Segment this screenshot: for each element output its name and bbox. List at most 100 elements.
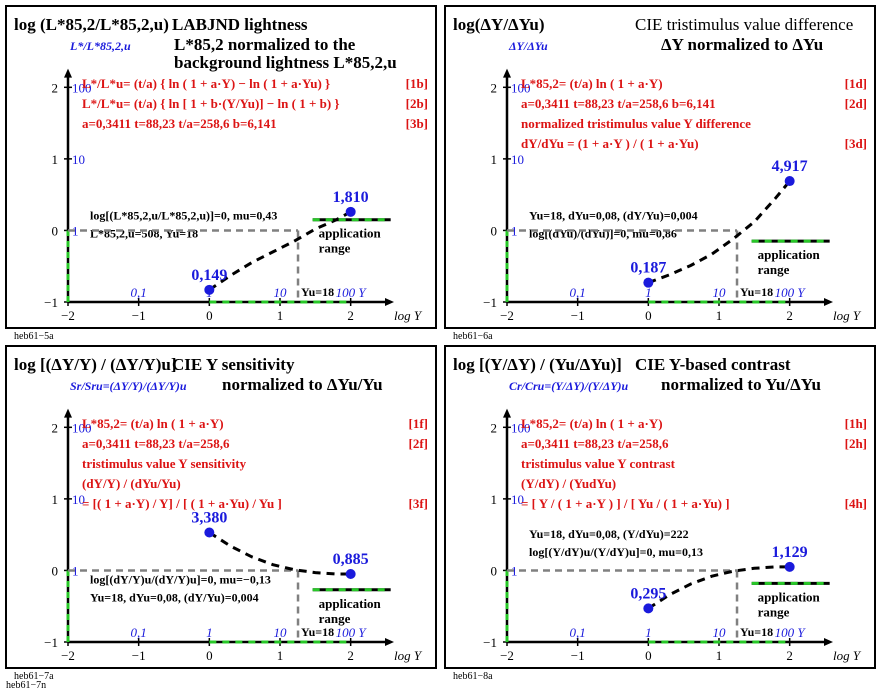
y-tick-label: 2 [491,420,498,435]
chart-subtitle: L*85,2 normalized to the [174,35,356,54]
data-point-end [345,569,356,580]
x-axis-label: log Y [833,648,862,663]
x-tick-label: −2 [61,308,75,323]
x-tick-label: 2 [347,648,354,663]
x-axis-label: log Y [394,648,423,663]
x-tick-label: −1 [571,648,585,663]
x-tick-label: −1 [132,308,146,323]
y-tick-linear-label: 10 [72,152,85,167]
y-tick-linear-label: 1 [72,223,79,238]
x-tick-label: 0 [206,648,213,663]
x-tick-linear-label: 10 [274,285,288,300]
data-label-end: 1,810 [333,189,369,206]
annotation-line: L*85,2,u=508, Yu=18 [90,227,198,241]
formula-line: tristimulus value Y contrast [521,456,676,471]
x-axis-arrow [824,638,833,646]
formula-line: (Y/dY) / (YudYu) [521,476,616,491]
y-tick-label: −1 [44,635,58,650]
x-axis-arrow [824,298,833,306]
x-tick-linear-label: 0,1 [131,285,147,300]
y-tick-linear-label: 1 [72,563,79,578]
panel-code: heb61−8a [453,671,493,682]
application-range-label: application [758,589,821,604]
annotation-line: Yu=18, dYu=0,08, (Y/dYu)=222 [529,527,689,541]
data-label-end: 0,885 [333,551,369,568]
x-tick-linear-label: 0,1 [570,285,586,300]
data-curve [647,565,790,610]
formula-tag: [3d] [845,136,867,151]
application-range-label: application [758,247,821,262]
data-label-start: 0,187 [630,260,666,277]
x-tick-label: 0 [206,308,213,323]
chart-title-right: LABJND lightness [172,15,308,34]
application-range-label: range [319,611,351,626]
panel-frame [5,5,437,329]
y-tick-label: −1 [44,295,58,310]
y-tick-linear-label: 100 [72,80,92,95]
formula-line: L*/L*u= (t/a) { ln ( 1 + a·Y) − ln ( 1 +… [82,76,330,91]
y-tick-label: 1 [52,492,59,507]
y-unit-label: ΔY/ΔYu [508,39,548,53]
formula-line: = [ Y / ( 1 + a·Y ) ] / [ Yu / ( 1 + a·Y… [521,496,730,511]
x-tick-label: 2 [786,308,793,323]
formula-line: a=0,3411 t=88,23 t/a=258,6 b=6,141 [521,96,716,111]
formula-line: L*85,2= (t/a) ln ( 1 + a·Y) [521,76,663,91]
x-tick-label: 1 [716,648,723,663]
formula-tag: [1d] [845,76,867,91]
x-tick-label: 2 [347,308,354,323]
yu-label: Yu=18 [740,625,773,639]
y-unit-label: L*/L*85,2,u [69,39,131,53]
data-label-start: 0,295 [630,585,666,602]
x-tick-label: 0 [645,648,652,663]
y-tick-label: 0 [491,223,498,238]
annotation-line: log[(dY/Y)u/(dY/Y)u]=0, mu=−0,13 [90,572,271,586]
annotation-line: Yu=18, dYu=0,08, (dY/Yu)=0,004 [90,590,259,604]
y-axis-arrow [503,68,511,78]
data-point-start [204,527,215,538]
chart-title-right: CIE Y-based contrast [635,355,791,374]
yu-label: Yu=18 [301,625,334,639]
annotation-line: Yu=18, dYu=0,08, (dY/Yu)=0,004 [529,209,698,223]
y-tick-linear-label: 100 [511,80,531,95]
x-tick-linear-label: 1 [645,625,652,640]
x-axis-arrow [385,638,394,646]
formula-tag: [2b] [406,96,428,111]
formula-tag: [4h] [845,496,867,511]
y-tick-label: 2 [491,80,498,95]
chart-subtitle: normalized to ΔYu/Yu [222,375,383,394]
application-range-label: application [319,596,382,611]
x-axis-label: log Y [833,308,862,323]
x-tick-linear-label: 1 [645,285,652,300]
y-tick-linear-label: 100 [511,420,531,435]
chart-title: log (L*85,2/L*85,2,u) [14,15,169,34]
formula-line: (dY/Y) / (dYu/Yu) [82,476,181,491]
y-tick-label: 2 [52,80,59,95]
y-tick-label: 0 [52,563,59,578]
x-tick-label: −2 [61,648,75,663]
chart-subtitle: normalized to Yu/ΔYu [661,375,821,394]
data-point-start [643,277,654,288]
annotation-line: log[(Y/dY)u/(Y/dY)u]=0, mu=0,13 [529,545,703,559]
data-point-end [784,561,795,572]
y-tick-linear-label: 100 [72,420,92,435]
y-axis-arrow [64,408,72,418]
x-tick-label: −1 [571,308,585,323]
x-tick-label: −1 [132,648,146,663]
chart-panel-3: log [(ΔY/Y) / (ΔY/Y)u]CIE Y sensitivityn… [5,345,437,682]
formula-line: tristimulus value Y sensitivity [82,456,247,471]
x-tick-linear-label: 10 [274,625,288,640]
y-tick-linear-label: 1 [511,563,518,578]
formula-tag: [1f] [409,416,429,431]
x-tick-label: 1 [277,648,284,663]
x-tick-linear-label: 100 Y [336,625,368,640]
data-label-end: 1,129 [772,544,808,561]
x-tick-linear-label: 0,1 [570,625,586,640]
chart-title: log [(Y/ΔY) / (Yu/ΔYu)] [453,355,622,374]
data-label-end: 4,917 [772,158,808,175]
chart-title-right: CIE Y sensitivity [172,355,295,374]
y-tick-label: 2 [52,420,59,435]
x-tick-linear-label: 10 [713,625,727,640]
formula-tag: [3b] [406,116,428,131]
formula-tag: [3f] [409,496,429,511]
y-axis-arrow [503,408,511,418]
